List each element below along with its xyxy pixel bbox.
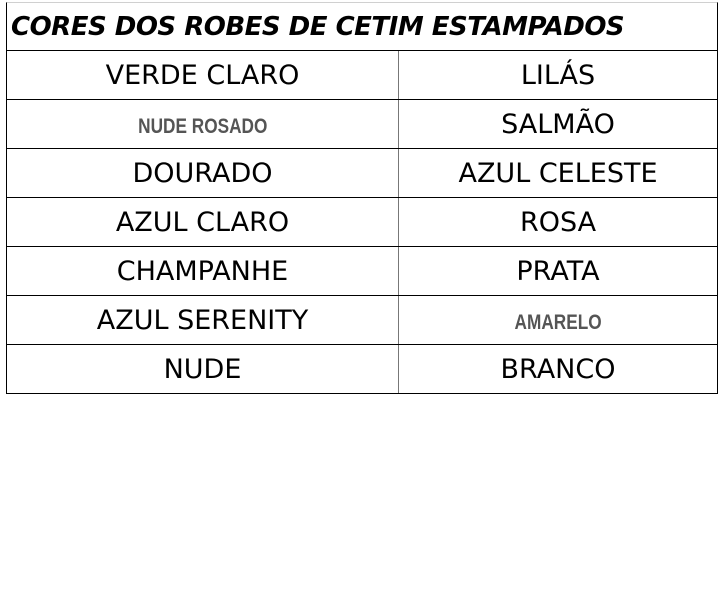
table-row: NUDE BRANCO [6, 344, 718, 394]
cell-right: ROSA [398, 197, 718, 247]
cell-left: VERDE CLARO [6, 51, 399, 100]
cell-right: AMARELO [398, 295, 718, 345]
cell-right: SALMÃO [398, 99, 718, 149]
cell-right: LILÁS [398, 51, 718, 100]
table-title: CORES DOS ROBES DE CETIM ESTAMPADOS [11, 11, 625, 42]
table-row: DOURADO AZUL CELESTE [6, 148, 718, 198]
cell-left: NUDE [6, 344, 399, 394]
cell-right: PRATA [398, 246, 718, 296]
cell-right: BRANCO [398, 344, 718, 394]
table-row: CHAMPANHE PRATA [6, 246, 718, 296]
cell-left: AZUL SERENITY [6, 295, 399, 345]
title-row: CORES DOS ROBES DE CETIM ESTAMPADOS [6, 2, 718, 51]
colors-grid: VERDE CLARO LILÁS NUDE ROSADO SALMÃO DOU… [6, 51, 718, 394]
table-row: NUDE ROSADO SALMÃO [6, 99, 718, 149]
table-row: VERDE CLARO LILÁS [6, 51, 718, 100]
table-row: AZUL CLARO ROSA [6, 197, 718, 247]
cell-left: NUDE ROSADO [6, 99, 399, 149]
cell-left: DOURADO [6, 148, 399, 198]
cell-text: NUDE ROSADO [137, 114, 268, 138]
color-table: CORES DOS ROBES DE CETIM ESTAMPADOS VERD… [6, 2, 718, 394]
cell-left: AZUL CLARO [6, 197, 399, 247]
table-row: AZUL SERENITY AMARELO [6, 295, 718, 345]
cell-right: AZUL CELESTE [398, 148, 718, 198]
cell-text: AMARELO [514, 310, 602, 334]
cell-left: CHAMPANHE [6, 246, 399, 296]
